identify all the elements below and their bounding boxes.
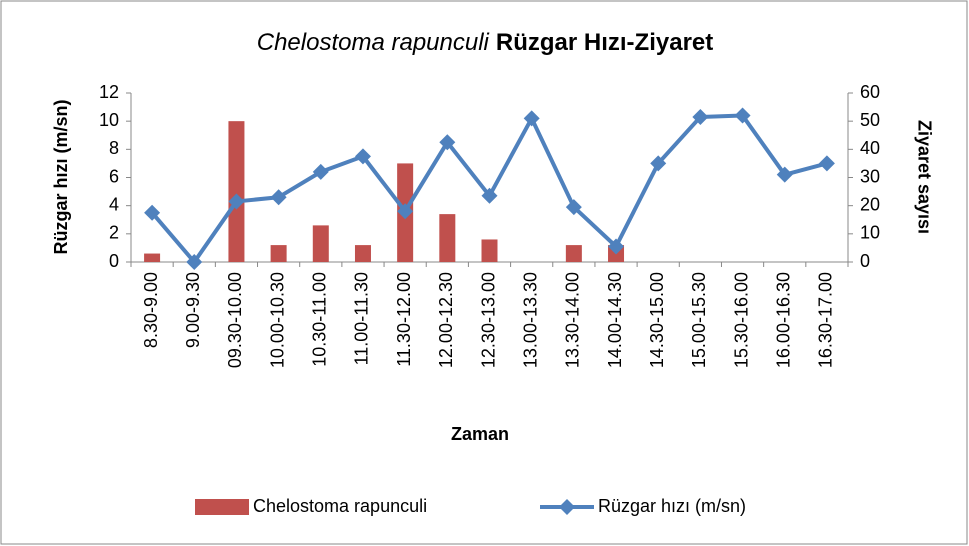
- marker: [565, 199, 582, 216]
- x-tick-label: 11.00-11.30: [352, 272, 372, 365]
- x-tick-label: 13.30-14.00: [563, 272, 583, 368]
- y2-tick-label: 50: [860, 110, 880, 130]
- bar: [481, 239, 498, 262]
- x-tick-label: 15.30-16.00: [731, 272, 751, 368]
- x-tick-label: 09.30-10.00: [225, 272, 245, 368]
- x-tick-label: 8.30-9.00: [141, 272, 161, 348]
- x-tick-label: 16.30-17.00: [816, 272, 836, 368]
- x-axis-title: Zaman: [451, 424, 509, 444]
- y-tick-label: 0: [109, 251, 119, 271]
- x-tick-label: 13.00-13.30: [520, 272, 540, 368]
- marker: [608, 238, 625, 255]
- y2-tick-label: 10: [860, 223, 880, 243]
- legend-label: Rüzgar hızı (m/sn): [598, 496, 746, 516]
- marker: [523, 110, 540, 127]
- legend-label: Chelostoma rapunculi: [253, 496, 427, 516]
- x-tick-label: 12.30-13.00: [478, 272, 498, 368]
- chart-title: Chelostoma rapunculi Rüzgar Hızı-Ziyaret: [257, 29, 714, 56]
- legend-marker: [559, 499, 575, 515]
- marker: [734, 107, 751, 124]
- y2-axis-title: Ziyaret sayısı: [914, 120, 934, 234]
- bar: [312, 225, 329, 262]
- bar: [144, 253, 161, 262]
- marker: [439, 134, 456, 151]
- x-tick-label: 10.00-10.30: [267, 272, 287, 368]
- x-tick-label: 14.00-14.30: [605, 272, 625, 368]
- y-tick-label: 2: [109, 223, 119, 243]
- marker: [270, 189, 287, 206]
- marker: [186, 254, 203, 270]
- y2-tick-label: 40: [860, 138, 880, 158]
- y-axis-title: Rüzgar hızı (m/sn): [51, 99, 71, 254]
- marker: [776, 166, 793, 183]
- bar: [565, 245, 582, 262]
- y2-tick-label: 20: [860, 194, 880, 214]
- y-tick-label: 12: [99, 82, 119, 102]
- marker: [144, 204, 161, 221]
- marker: [312, 163, 329, 180]
- marker: [228, 193, 245, 210]
- x-tick-label: 14.30-15.00: [647, 272, 667, 368]
- legend-swatch: [195, 499, 249, 515]
- bar: [354, 245, 371, 262]
- x-tick-label: 12.00-12.30: [436, 272, 456, 368]
- y2-tick-label: 30: [860, 166, 880, 186]
- x-tick-label: 10.30-11.00: [310, 272, 330, 367]
- bar: [439, 214, 456, 262]
- bar: [228, 121, 245, 263]
- marker: [481, 187, 498, 204]
- marker: [818, 155, 835, 172]
- y-tick-label: 10: [99, 110, 119, 130]
- title-rest: Rüzgar Hızı-Ziyaret: [496, 29, 713, 56]
- y2-tick-label: 60: [860, 82, 880, 102]
- x-tick-label: 11.30-12.00: [394, 272, 414, 367]
- title-italic: Chelostoma rapunculi: [257, 29, 490, 56]
- x-tick-label: 15.00-15.30: [689, 272, 709, 368]
- marker: [692, 108, 709, 125]
- y-tick-label: 4: [109, 194, 119, 214]
- bar: [270, 245, 287, 262]
- x-tick-label: 16.00-16.30: [773, 272, 793, 368]
- y-tick-label: 8: [109, 138, 119, 158]
- marker: [354, 148, 371, 165]
- x-tick-label: 9.00-9.30: [183, 272, 203, 348]
- marker: [397, 203, 414, 220]
- y2-tick-label: 0: [860, 251, 870, 271]
- marker: [650, 155, 667, 172]
- y-tick-label: 6: [109, 166, 119, 186]
